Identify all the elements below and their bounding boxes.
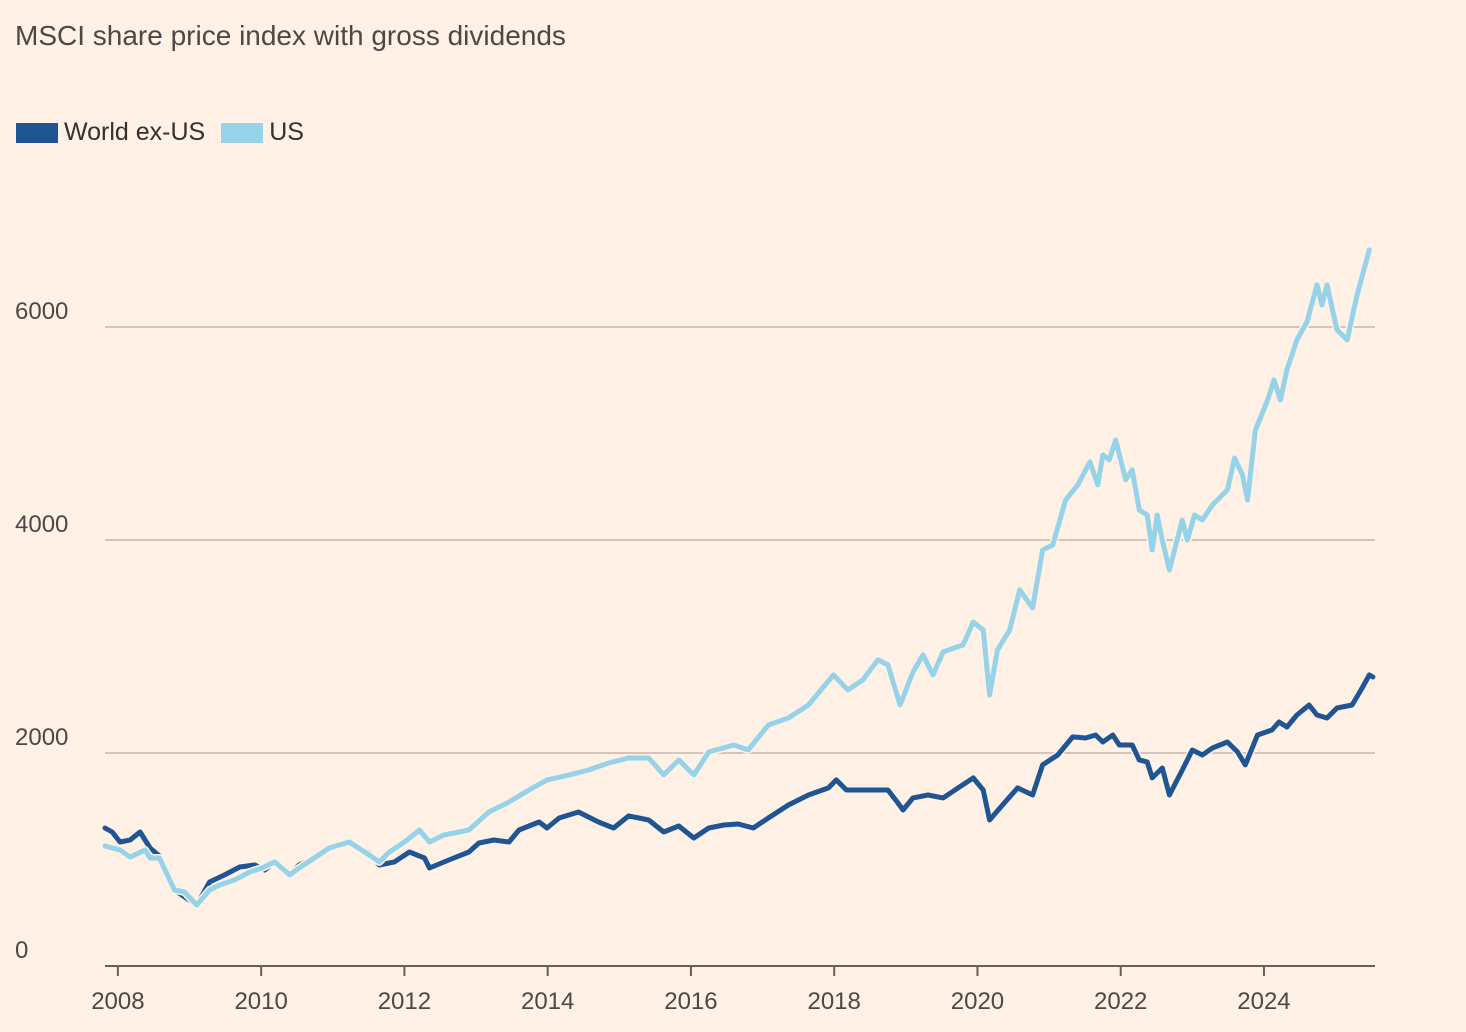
series-line-us <box>102 247 1372 908</box>
x-tick-label: 2016 <box>664 988 717 1015</box>
chart-title: MSCI share price index with gross divide… <box>15 20 566 51</box>
y-tick-label: 0 <box>15 937 28 964</box>
legend: World ex-US US <box>16 118 320 147</box>
x-tick-label: 2024 <box>1237 988 1290 1015</box>
x-tick-label: 2022 <box>1094 988 1147 1015</box>
legend-item-us: US <box>221 118 304 147</box>
x-tick-label: 2008 <box>91 988 144 1015</box>
x-tick-label: 2014 <box>521 988 574 1015</box>
y-tick-label: 4000 <box>15 511 68 538</box>
legend-label-us: US <box>269 118 304 146</box>
x-tick-label: 2018 <box>807 988 860 1015</box>
series-halo <box>103 248 1374 909</box>
x-tick-label: 2012 <box>378 988 431 1015</box>
x-tick-label: 2020 <box>951 988 1004 1015</box>
x-tick-label: 2010 <box>234 988 287 1015</box>
legend-swatch-world-ex-us <box>16 122 58 143</box>
legend-swatch-us <box>221 122 264 143</box>
y-tick-label: 6000 <box>15 298 68 325</box>
y-tick-label: 2000 <box>15 724 68 751</box>
legend-label-world-ex-us: World ex-US <box>64 118 206 146</box>
legend-item-world-ex-us: World ex-US <box>16 118 205 147</box>
